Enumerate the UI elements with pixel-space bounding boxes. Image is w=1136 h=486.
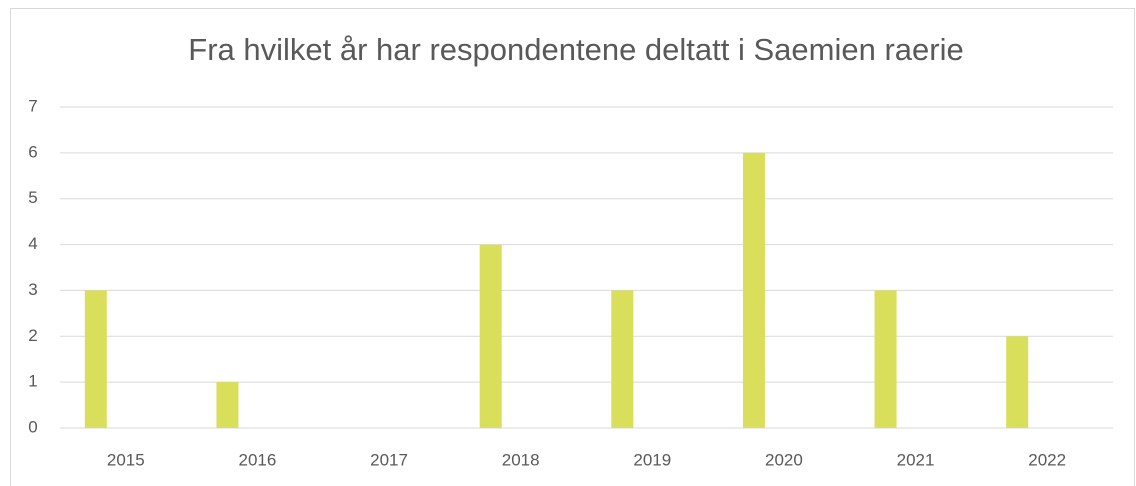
bar: [742, 152, 765, 428]
x-tick-label: 2016: [239, 450, 277, 469]
x-tick-label: 2018: [502, 450, 540, 469]
bar: [874, 290, 897, 428]
y-tick-label: 2: [28, 326, 37, 345]
bar: [611, 290, 634, 428]
x-tick-label: 2017: [370, 450, 408, 469]
x-tick-label: 2019: [633, 450, 671, 469]
bar: [479, 244, 502, 428]
bar: [84, 290, 107, 428]
x-tick-label: 2020: [765, 450, 803, 469]
chart-border: [10, 8, 1135, 486]
bar: [216, 382, 239, 428]
y-tick-label: 4: [28, 234, 37, 253]
x-tick-label: 2021: [897, 450, 935, 469]
y-tick-label: 3: [28, 280, 37, 299]
x-tick-label: 2015: [107, 450, 145, 469]
y-tick-label: 5: [28, 188, 37, 207]
y-tick-label: 0: [28, 417, 37, 436]
bar: [1006, 336, 1029, 428]
y-tick-label: 7: [28, 96, 37, 115]
y-tick-label: 1: [28, 372, 37, 391]
chart-title: Fra hvilket år har respondentene deltatt…: [188, 32, 963, 67]
x-tick-label: 2022: [1028, 450, 1066, 469]
y-tick-label: 6: [28, 142, 37, 161]
